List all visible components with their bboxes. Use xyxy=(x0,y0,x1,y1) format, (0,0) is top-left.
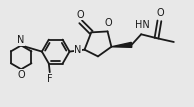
Text: N: N xyxy=(74,45,82,55)
Polygon shape xyxy=(111,42,132,47)
Text: F: F xyxy=(47,74,53,84)
Text: HN: HN xyxy=(135,20,150,30)
Text: O: O xyxy=(17,70,25,80)
Text: N: N xyxy=(17,35,25,45)
Text: O: O xyxy=(157,8,164,18)
Text: O: O xyxy=(105,18,112,28)
Text: O: O xyxy=(77,10,85,19)
